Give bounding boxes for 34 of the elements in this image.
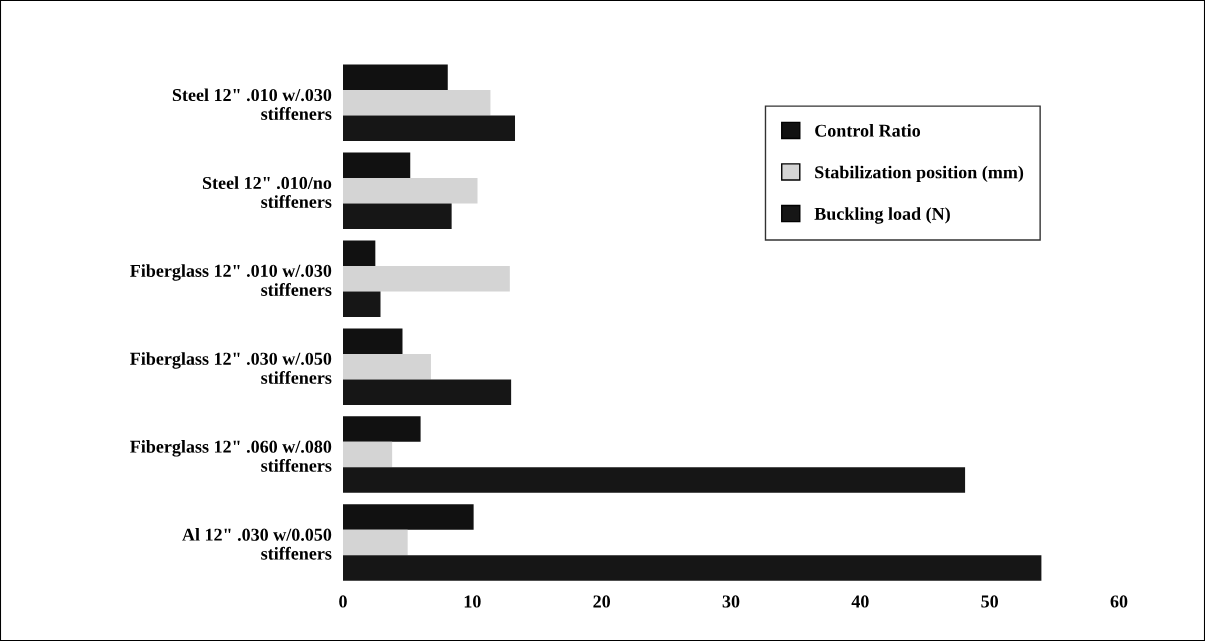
bar [343, 504, 474, 530]
bar [343, 203, 452, 230]
bar [343, 90, 491, 116]
x-tick-label: 60 [1110, 595, 1128, 608]
bar [343, 555, 1042, 581]
bar [343, 467, 966, 493]
y-tick-label: Steel 12" .010/no stiffeners [202, 176, 332, 208]
y-tick-label: Steel 12" .010 w/.030 stiffeners [172, 88, 332, 120]
legend-label: Stabilization position (mm) [815, 165, 1024, 183]
y-tick-label: Al 12" .030 w/0.050 stiffeners [182, 528, 332, 560]
x-tick-label: 40 [851, 595, 869, 608]
bar [343, 379, 512, 405]
legend-label: Buckling load (N) [814, 207, 950, 224]
bar [343, 441, 393, 468]
x-tick-label: 10 [464, 595, 481, 608]
x-tick-label: 0 [339, 595, 347, 608]
bar [343, 265, 510, 292]
x-tick-label: 30 [722, 595, 740, 608]
x-tick-label: 50 [981, 595, 999, 608]
bar [343, 152, 411, 179]
y-tick-label: Fiberglass 12" .010 w/.030 stiffeners [130, 264, 332, 296]
y-tick-label: Fiberglass 12" .060 w/.080 stiffeners [130, 440, 332, 472]
y-tick-label: Fiberglass 12" .030 w/.050 stiffeners [130, 352, 332, 384]
bar [343, 416, 421, 442]
bar [343, 115, 516, 142]
bar [343, 328, 403, 354]
bar [343, 64, 448, 91]
legend-label: Control Ratio [815, 124, 921, 137]
bar [343, 353, 431, 380]
bar [343, 291, 381, 317]
bar [343, 240, 376, 266]
bar [343, 529, 408, 556]
bar [343, 178, 478, 204]
x-tick-label: 20 [593, 595, 611, 608]
